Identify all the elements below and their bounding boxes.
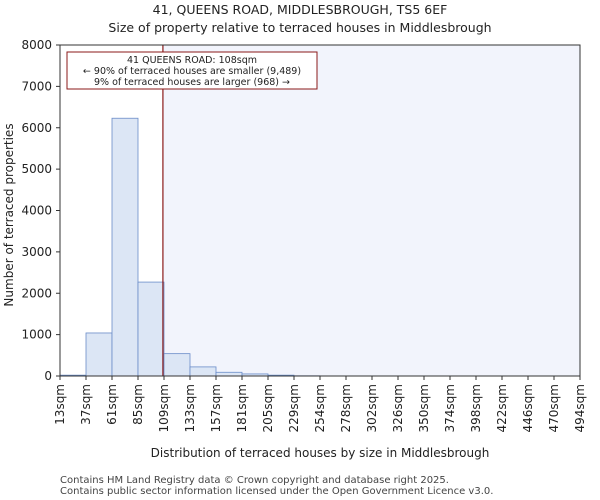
- x-tick-label: 133sqm: [183, 384, 197, 432]
- x-axis: 13sqm 37sqm 61sqm 85sqm 109sqm 133sqm 157sqm 18…: [53, 376, 587, 432]
- y-tick-label: 3000: [21, 245, 52, 259]
- y-axis-label: Number of terraced properties: [2, 123, 16, 306]
- x-tick-label: 278sqm: [339, 384, 353, 432]
- bar-61sqm: [111, 117, 139, 377]
- x-tick-label: 157sqm: [209, 384, 223, 432]
- x-tick-label: 13sqm: [53, 384, 67, 425]
- chart-title-line1: 41, QUEENS ROAD, MIDDLESBROUGH, TS5 6EF: [153, 2, 448, 17]
- y-tick-label: 0: [44, 369, 52, 383]
- bar-85sqm: [137, 281, 165, 377]
- x-tick-label: 422sqm: [495, 384, 509, 432]
- bar-109sqm: [163, 353, 191, 377]
- x-tick-label: 326sqm: [391, 384, 405, 432]
- bar-157sqm: [215, 371, 243, 377]
- x-tick-label: 470sqm: [547, 384, 561, 432]
- annotation-border: [66, 51, 318, 90]
- bar-37sqm: [85, 332, 113, 377]
- footer-line2: Contains public sector information licen…: [60, 486, 493, 497]
- x-tick-label: 229sqm: [287, 384, 301, 432]
- x-axis-label: Distribution of terraced houses by size …: [151, 446, 490, 460]
- annotation-line1: 41 QUEENS ROAD: 108sqm: [127, 55, 257, 66]
- x-tick-label: 398sqm: [469, 384, 483, 432]
- x-tick-label: 37sqm: [79, 384, 93, 425]
- y-tick-label: 4000: [21, 204, 52, 218]
- x-tick-label: 494sqm: [573, 384, 587, 432]
- y-tick-label: 2000: [21, 286, 52, 300]
- highlight-region: [162, 45, 580, 376]
- x-tick-label: 109sqm: [157, 384, 171, 432]
- annotation-box: 41 QUEENS ROAD: 108sqm ← 90% of terraced…: [66, 51, 318, 90]
- x-tick-label: 374sqm: [443, 384, 457, 432]
- x-tick-label: 446sqm: [521, 384, 535, 432]
- x-tick-label: 181sqm: [235, 384, 249, 432]
- y-tick-label: 6000: [21, 121, 52, 135]
- chart-title-line2: Size of property relative to terraced ho…: [108, 20, 491, 35]
- x-tick-label: 85sqm: [131, 384, 145, 425]
- x-tick-label: 302sqm: [365, 384, 379, 432]
- x-tick-label: 350sqm: [417, 384, 431, 432]
- bar-133sqm: [189, 366, 217, 377]
- x-tick-label: 61sqm: [105, 384, 119, 425]
- x-tick-label: 205sqm: [261, 384, 275, 432]
- x-tick-label: 254sqm: [313, 384, 327, 432]
- annotation-line3: 9% of terraced houses are larger (968) →: [94, 77, 290, 88]
- y-tick-label: 7000: [21, 79, 52, 93]
- y-axis: 0 1000 2000 3000 4000 5000 6000 7000 8000: [21, 38, 60, 383]
- y-tick-label: 8000: [21, 38, 52, 52]
- y-tick-label: 5000: [21, 162, 52, 176]
- footer-line1: Contains HM Land Registry data © Crown c…: [60, 475, 449, 486]
- annotation-line2: ← 90% of terraced houses are smaller (9,…: [83, 66, 301, 77]
- y-tick-label: 1000: [21, 328, 52, 342]
